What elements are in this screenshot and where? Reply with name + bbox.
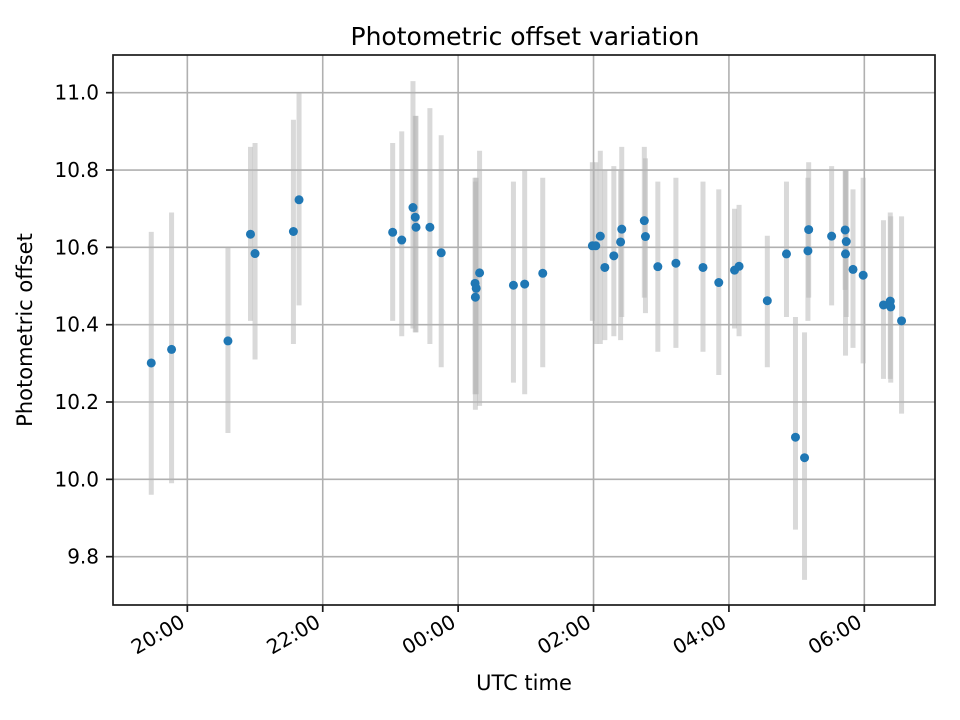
data-point [858, 270, 868, 280]
error-bars [148, 81, 905, 580]
data-point [698, 262, 708, 272]
data-point [714, 278, 724, 288]
data-point [436, 248, 446, 258]
y-tick-labels: 9.8 10.0 10.2 10.4 10.6 10.8 11.0 [54, 81, 99, 569]
y-tick-label: 11.0 [54, 81, 99, 105]
data-point [520, 279, 530, 289]
data-point [388, 227, 398, 237]
data-point [804, 225, 814, 235]
y-tick-label: 9.8 [67, 545, 99, 569]
data-point [167, 344, 177, 354]
data-point [146, 358, 156, 368]
data-point [841, 237, 851, 247]
x-tick-label: 22:00 [262, 610, 324, 660]
data-points [146, 195, 907, 463]
data-point [397, 235, 407, 245]
data-point [671, 258, 681, 268]
data-point [848, 264, 858, 274]
data-point [878, 300, 888, 310]
x-tick-label: 06:00 [804, 610, 866, 660]
data-point [617, 224, 627, 234]
axes-frame [106, 54, 936, 612]
data-point [411, 222, 421, 232]
data-point [841, 249, 851, 259]
data-point [639, 216, 649, 226]
y-tick-label: 10.0 [54, 467, 99, 491]
y-axis-label: Photometric offset [13, 233, 37, 427]
data-point [609, 251, 619, 261]
data-point [790, 432, 800, 442]
data-point [595, 231, 605, 241]
data-point [591, 241, 601, 251]
data-point [410, 212, 420, 222]
data-point [640, 232, 650, 242]
data-point [288, 227, 298, 237]
y-tick-label: 10.4 [54, 313, 99, 337]
data-point [840, 225, 850, 235]
data-point [886, 302, 896, 312]
data-point [897, 316, 907, 326]
x-tick-labels: 20:00 22:00 00:00 02:00 04:00 06:00 [127, 610, 866, 660]
data-point [538, 268, 548, 278]
data-point [470, 292, 480, 302]
data-point [803, 246, 813, 256]
data-point [600, 262, 610, 272]
data-point [508, 280, 518, 290]
data-point [827, 231, 837, 241]
data-point [408, 203, 418, 213]
data-point [475, 268, 485, 278]
data-point [734, 261, 744, 271]
data-point [250, 249, 260, 259]
y-tick-label: 10.8 [54, 158, 99, 182]
axes-spines [112, 54, 936, 606]
x-tick-label: 04:00 [669, 610, 731, 660]
data-point [223, 336, 233, 346]
data-point [616, 237, 626, 247]
data-point [800, 453, 810, 463]
y-tick-label: 10.6 [54, 235, 99, 259]
data-point [762, 296, 772, 306]
data-point [294, 195, 304, 205]
x-tick-label: 20:00 [127, 610, 189, 660]
data-point [425, 222, 435, 232]
chart-title: Photometric offset variation [351, 22, 700, 51]
data-point [781, 249, 791, 259]
x-axis-label: UTC time [476, 671, 572, 695]
x-tick-label: 00:00 [398, 610, 460, 660]
data-point [471, 283, 481, 293]
data-point [245, 229, 255, 239]
y-tick-label: 10.2 [54, 390, 99, 414]
x-tick-label: 02:00 [533, 610, 595, 660]
data-point [653, 262, 663, 272]
